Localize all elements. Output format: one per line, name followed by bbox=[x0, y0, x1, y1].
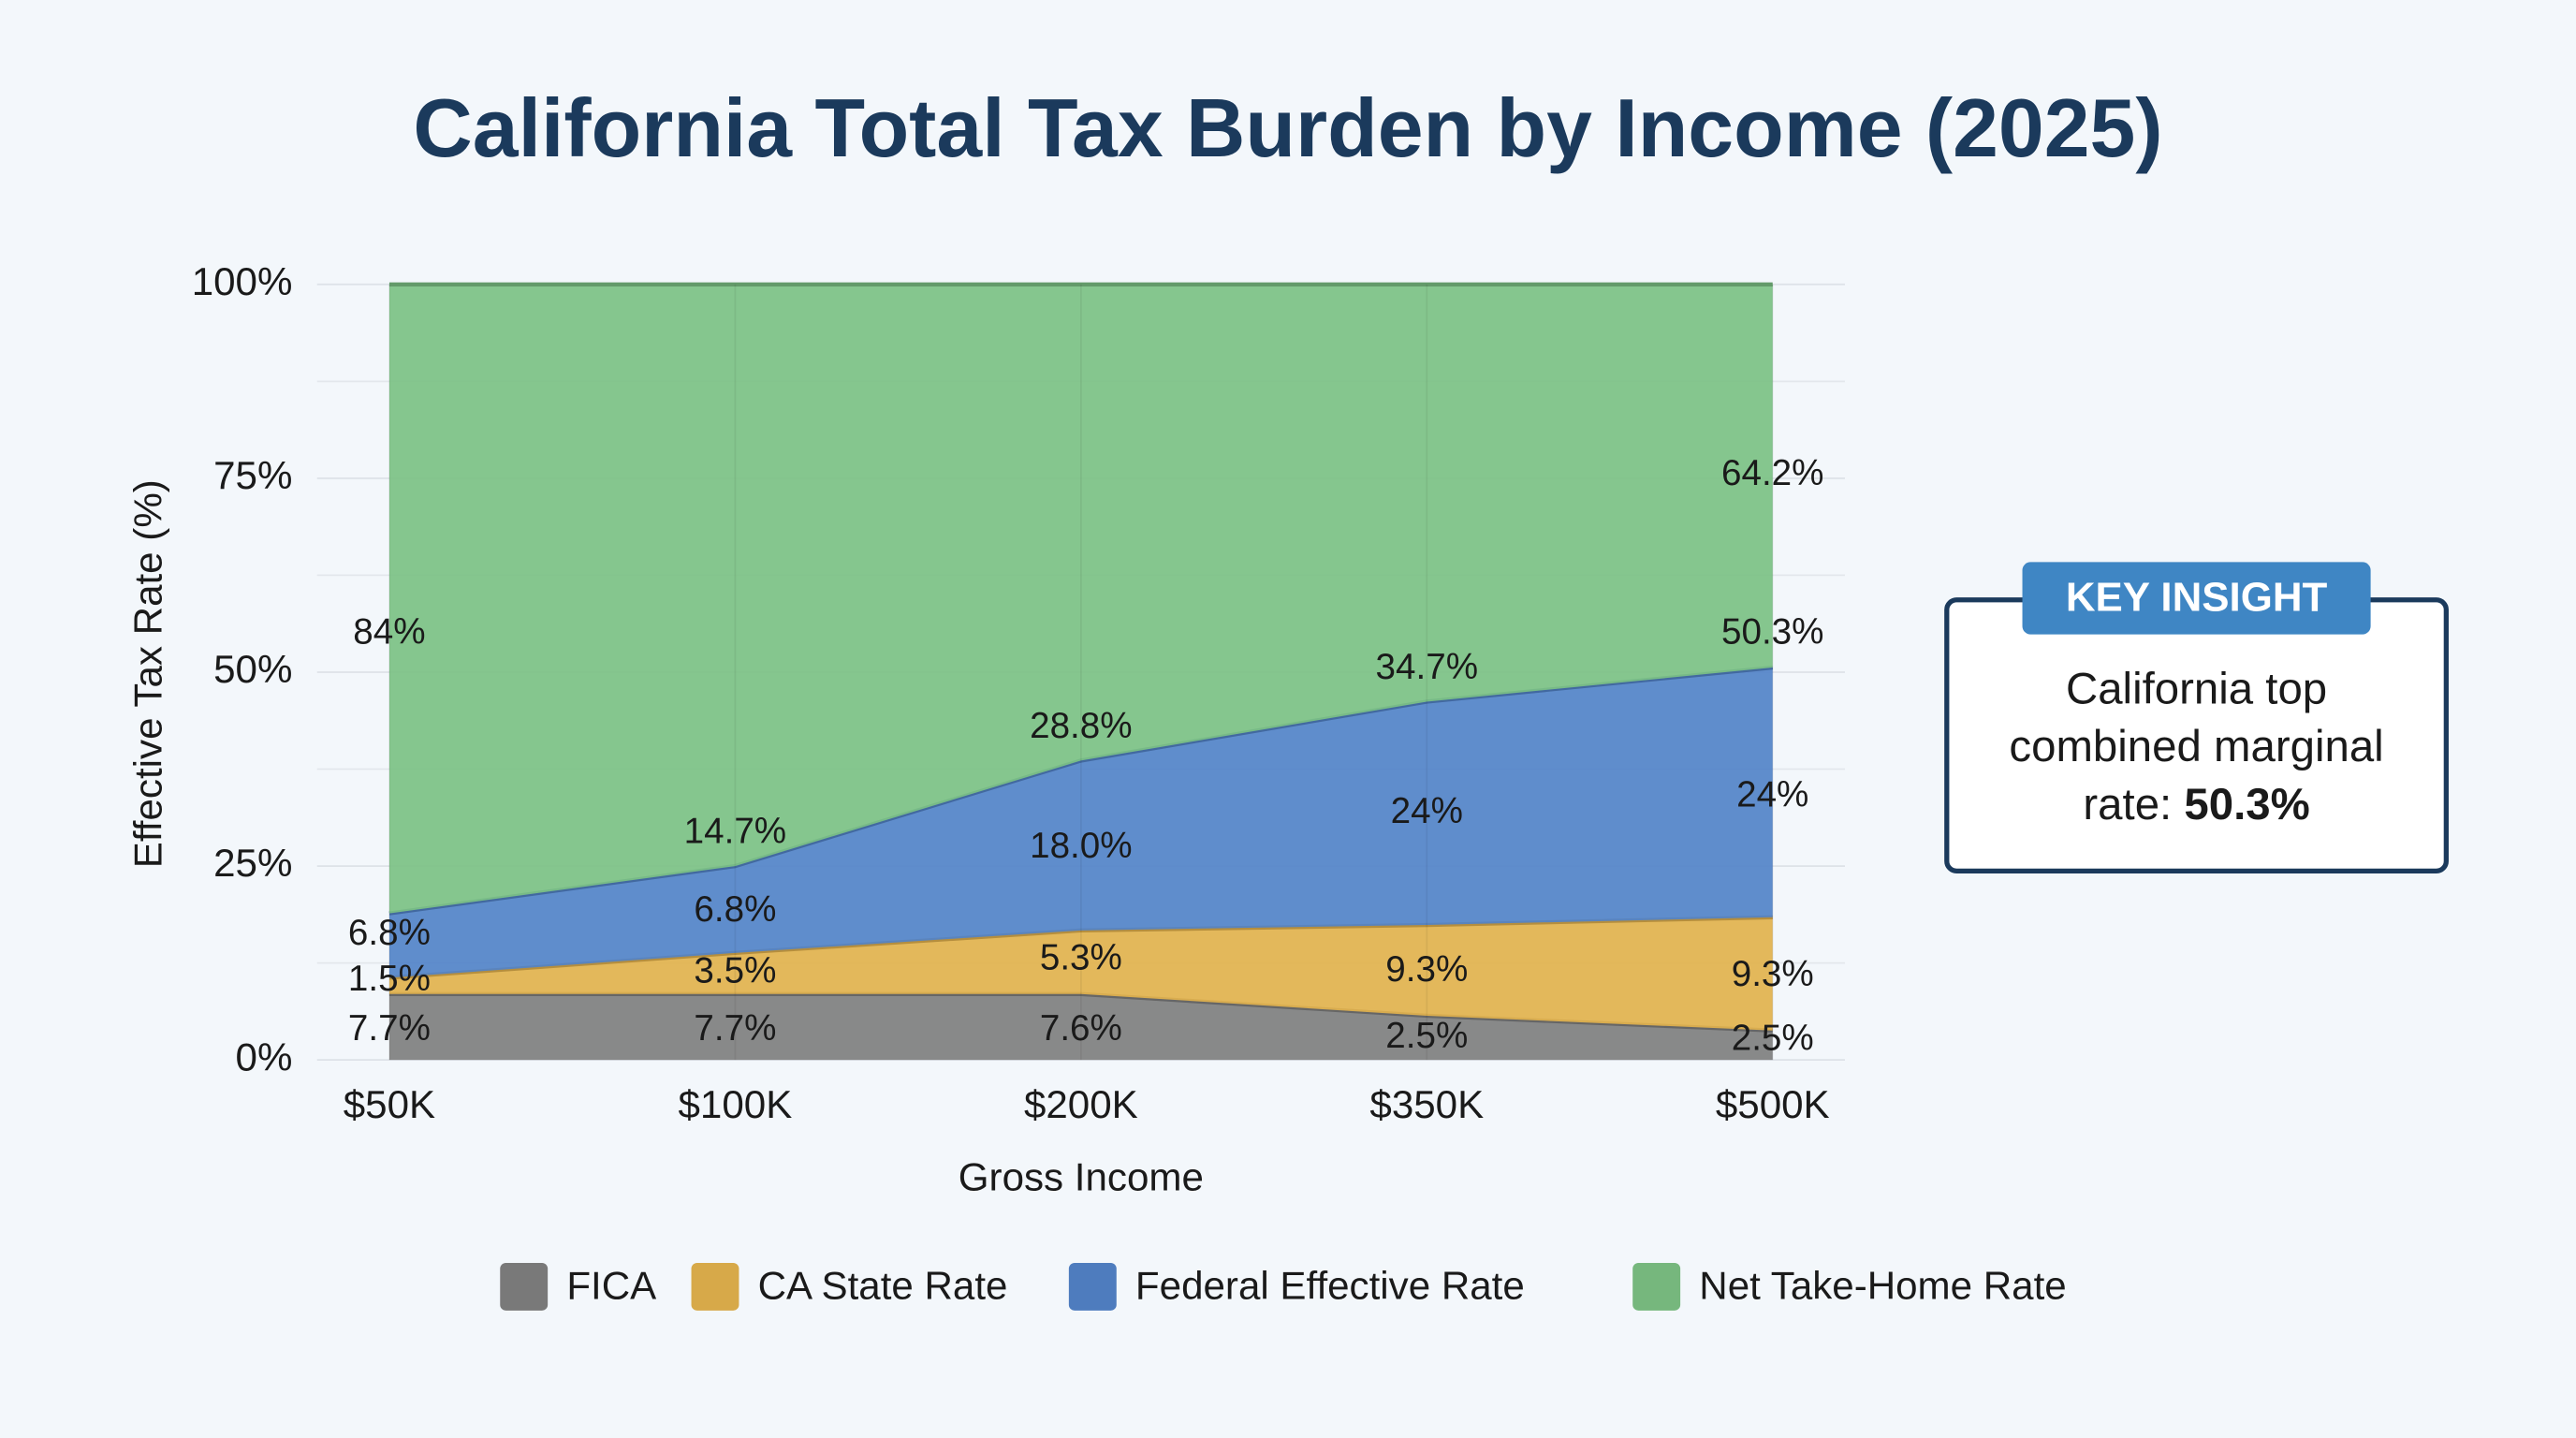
legend-label: FICA bbox=[566, 1263, 656, 1307]
data-label: 3.5% bbox=[694, 951, 776, 991]
data-label: 5.3% bbox=[1040, 938, 1122, 978]
data-label: 84% bbox=[353, 612, 425, 653]
legend-label: CA State Rate bbox=[758, 1263, 1008, 1307]
data-label: 2.5% bbox=[1732, 1019, 1814, 1059]
insight-line: rate: 50.3% bbox=[2083, 779, 2309, 829]
insight-line: combined marginal bbox=[2009, 722, 2383, 771]
data-label: 24% bbox=[1736, 775, 1808, 815]
y-axis-title: Effective Tax Rate (%) bbox=[126, 479, 170, 868]
insight-box: KEY INSIGHT California top combined marg… bbox=[1944, 562, 2449, 873]
area bbox=[388, 917, 1773, 1031]
x-tick-label: $50K bbox=[344, 1082, 435, 1126]
legend-swatch bbox=[1068, 1262, 1117, 1311]
insight-line: California top bbox=[2066, 665, 2327, 714]
data-label: 7.7% bbox=[694, 1008, 776, 1049]
areas bbox=[388, 282, 1774, 1061]
y-tick-label: 25% bbox=[213, 841, 292, 885]
data-label: 28.8% bbox=[1030, 706, 1132, 746]
area bbox=[388, 993, 1773, 1061]
x-tick-label: $500K bbox=[1716, 1082, 1830, 1126]
chart-title: California Total Tax Burden by Income (2… bbox=[413, 82, 2162, 174]
x-tick-label: $350K bbox=[1369, 1082, 1484, 1126]
data-label: 64.2% bbox=[1721, 453, 1823, 493]
insight-kicker-bg bbox=[2022, 562, 2371, 635]
legend-swatch bbox=[500, 1262, 549, 1311]
insight-kicker: KEY INSIGHT bbox=[2066, 574, 2328, 620]
y-tick-label: 0% bbox=[236, 1034, 293, 1078]
insight-highlight: 50.3% bbox=[2184, 779, 2309, 829]
legend: FICA CA State Rate Federal Effective Rate N… bbox=[500, 1262, 2067, 1311]
legend-swatch bbox=[1632, 1262, 1681, 1311]
legend-swatch bbox=[691, 1262, 739, 1311]
data-label: 7.7% bbox=[348, 1008, 431, 1049]
y-tick-label: 50% bbox=[213, 647, 292, 691]
x-axis-title: Gross Income bbox=[959, 1154, 1204, 1198]
labels: 84% 6.8% 1.5% 7.7% 14.7% 6.8% 3.5% 7.7% 28.8% 18.… bbox=[348, 453, 1824, 1059]
area bbox=[388, 668, 1773, 978]
legend-label: Net Take-Home Rate bbox=[1699, 1263, 2066, 1307]
data-label: 1.5% bbox=[348, 959, 431, 999]
data-label: 7.6% bbox=[1040, 1008, 1122, 1049]
data-label: 14.7% bbox=[684, 811, 786, 851]
data-label: 6.8% bbox=[694, 889, 776, 930]
insight-line-text: rate: bbox=[2083, 779, 2172, 829]
legend-label: Federal Effective Rate bbox=[1135, 1263, 1525, 1307]
y-tick-label: 100% bbox=[192, 259, 293, 303]
data-label: 18.0% bbox=[1030, 826, 1132, 866]
data-label: 24% bbox=[1391, 791, 1463, 831]
x-tick-label: $200K bbox=[1024, 1082, 1138, 1126]
data-label: 50.3% bbox=[1721, 612, 1823, 653]
x-tick-label: $100K bbox=[679, 1082, 793, 1126]
data-label: 2.5% bbox=[1385, 1016, 1468, 1056]
y-tick-label: 75% bbox=[213, 453, 292, 497]
data-label: 6.8% bbox=[348, 913, 431, 953]
data-label: 9.3% bbox=[1385, 949, 1468, 990]
area bbox=[388, 284, 1773, 914]
data-label: 9.3% bbox=[1732, 954, 1814, 994]
data-label: 34.7% bbox=[1376, 647, 1478, 687]
